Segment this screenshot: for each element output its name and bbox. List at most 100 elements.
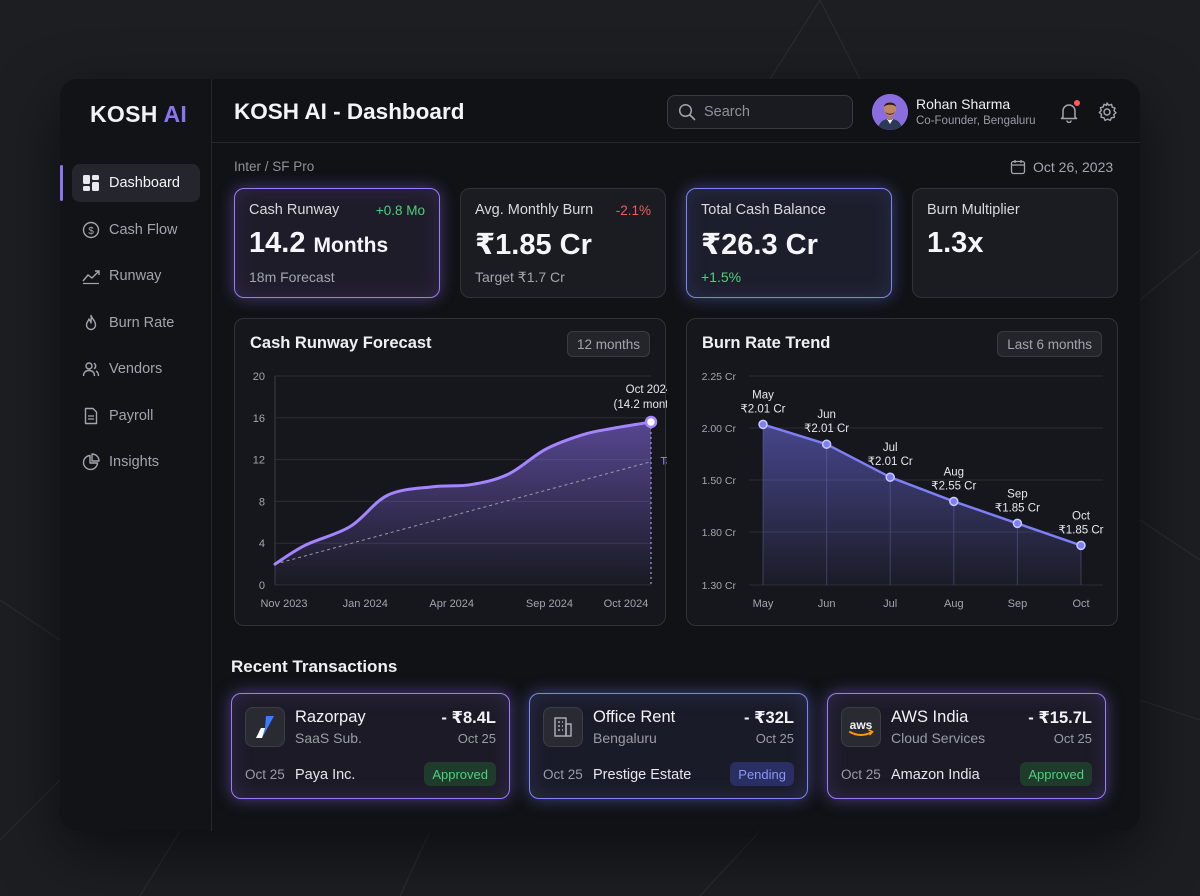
transaction-card[interactable]: aws AWS India Cloud Services - ₹15.7L Oc… [827,693,1106,799]
search-icon [678,103,696,121]
transaction-card[interactable]: Razorpay SaaS Sub. - ₹8.4L Oct 25 Oct 25… [231,693,510,799]
user-name: Rohan Sharma [916,96,1011,112]
data-label: ₹2.01 Cr [740,403,785,415]
sidebar-item-label: Dashboard [109,175,180,191]
data-point [885,472,895,482]
y-tick-label: 16 [253,413,265,425]
kpi-value: 14.2 Months [249,227,389,259]
x-tick-label: Nov 2023 [260,598,307,610]
sidebar-item-runway[interactable]: Runway [72,257,200,295]
range-selector[interactable]: Last 6 months [997,331,1102,357]
x-tick-label: Sep 2024 [526,598,573,610]
sidebar-item-payroll[interactable]: Payroll [72,397,200,435]
sidebar-item-label: Runway [109,268,162,284]
sidebar-item-label: Burn Rate [109,314,175,331]
section-title: Recent Transactions [231,657,398,676]
sidebar-item-cash-flow[interactable]: $ Cash Flow [72,211,200,249]
kpi-value: 1.3x [927,227,984,259]
avatar[interactable] [872,94,908,130]
notification-dot [1074,100,1080,106]
search-input[interactable] [704,104,844,120]
data-label: ₹2.01 Cr [804,423,849,435]
transaction-name: Office Rent [593,708,676,726]
kpi-card-cash-balance[interactable]: Total Cash Balance ₹26.3 Cr +1.5% [686,188,892,298]
sidebar-item-burn-rate[interactable]: Burn Rate [72,304,200,342]
transaction-date: Oct 25 [1053,731,1092,746]
flame-icon [82,314,100,332]
data-label: ₹1.85 Cr [995,502,1040,514]
date-text: Oct 26, 2023 [1033,159,1114,175]
search-box[interactable] [667,95,853,129]
kpi-value: ₹1.85 Cr [475,229,592,261]
burn-rate-chart: 2.25 Cr 2.00 Cr 1.50 Cr 1.80 Cr 1.30 Cr May Ju… [702,371,1104,610]
building-icon [543,707,583,747]
kpi-card-monthly-burn[interactable]: Avg. Monthly Burn -2.1% ₹1.85 Cr Target … [460,188,666,298]
top-bar: KOSH AI - Dashboard Rohan Sharma Co-Foun… [212,79,1140,143]
data-point [1012,518,1023,529]
y-tick-label: 12 [253,455,265,467]
x-tick-label: Aug [944,598,964,610]
point-month-label: Aug [944,466,964,478]
data-point [821,439,832,449]
y-tick-label: 1.80 Cr [702,527,737,539]
y-tick-label: 4 [259,538,265,550]
user-role: Co-Founder, Bengaluru [916,115,1036,127]
data-label: ₹2.55 Cr [931,480,976,492]
app-window: KOSH AI Dashboard $ Cash Flow Runway [60,79,1140,831]
transaction-amount: - ₹15.7L [1028,709,1092,727]
kpi-label: Total Cash Balance [701,202,826,218]
x-tick-label: Jun [818,598,836,610]
pie-chart-icon [82,453,100,471]
page-title: KOSH AI - Dashboard [234,99,465,124]
data-label: ₹2.01 Cr [868,456,913,468]
font-note: Inter / SF Pro [234,159,315,174]
point-month-label: Oct [1072,510,1091,522]
transaction-desc: SaaS Sub. [295,730,362,746]
y-tick-label: 0 [259,580,265,592]
transaction-date: Oct 25 [543,767,583,782]
point-month-label: Sep [1007,488,1027,500]
transaction-desc: Bengaluru [593,730,657,746]
kpi-label: Cash Runway [249,202,340,218]
bell-icon[interactable] [1058,101,1080,123]
panel-title: Cash Runway Forecast [250,334,432,352]
y-tick-label: 2.00 Cr [702,423,737,435]
transaction-party: Paya Inc. [295,767,356,783]
data-point [758,419,768,430]
burn-line [762,423,1082,547]
kpi-value: ₹26.3 Cr [701,229,818,261]
gear-icon[interactable] [1096,101,1118,123]
x-tick-label: Apr 2024 [429,598,474,610]
users-icon [82,360,100,378]
kpi-card-cash-runway[interactable]: Cash Runway +0.8 Mo 14.2 Months 18m Fore… [234,188,440,298]
transaction-desc: Cloud Services [891,730,986,746]
aws-logo-icon: aws [841,707,881,747]
runway-line [273,420,653,566]
sidebar-item-vendors[interactable]: Vendors [72,350,200,388]
transaction-name: Razorpay [295,708,366,726]
razorpay-logo-icon [245,707,285,747]
sidebar-item-insights[interactable]: Insights [72,443,200,481]
svg-text:aws: aws [850,718,873,732]
target-line [274,461,652,565]
x-tick-label: Oct [1072,598,1089,610]
y-tick-label: 8 [259,496,265,508]
app-logo[interactable]: KOSH AI [90,101,188,127]
date-display[interactable]: Oct 26, 2023 [1010,159,1113,175]
runway-forecast-chart: 0 4 8 12 16 20 Nov 2023 Jan 2024 Apr 2024 Sep 202… [253,371,667,610]
sidebar-nav: Dashboard $ Cash Flow Runway Burn Rate [60,164,200,490]
burn-area [763,424,1081,585]
transaction-amount: - ₹8.4L [441,709,496,727]
range-selector[interactable]: 12 months [566,331,650,357]
kpi-label: Burn Multiplier [927,202,1020,218]
status-badge: Pending [730,762,794,786]
transaction-card[interactable]: Office Rent Bengaluru - ₹32L Oct 25 Oct … [529,693,808,799]
sidebar-item-dashboard[interactable]: Dashboard [60,164,200,202]
document-icon [82,407,100,425]
kpi-subtext: 18m Forecast [249,269,335,285]
kpi-card-burn-multiplier[interactable]: Burn Multiplier 1.3x [912,188,1118,298]
data-label: ₹1.85 Cr [1058,524,1103,536]
grid-icon [82,174,100,192]
point-month-label: May [752,389,774,401]
y-tick-label: 2.25 Cr [702,371,737,383]
